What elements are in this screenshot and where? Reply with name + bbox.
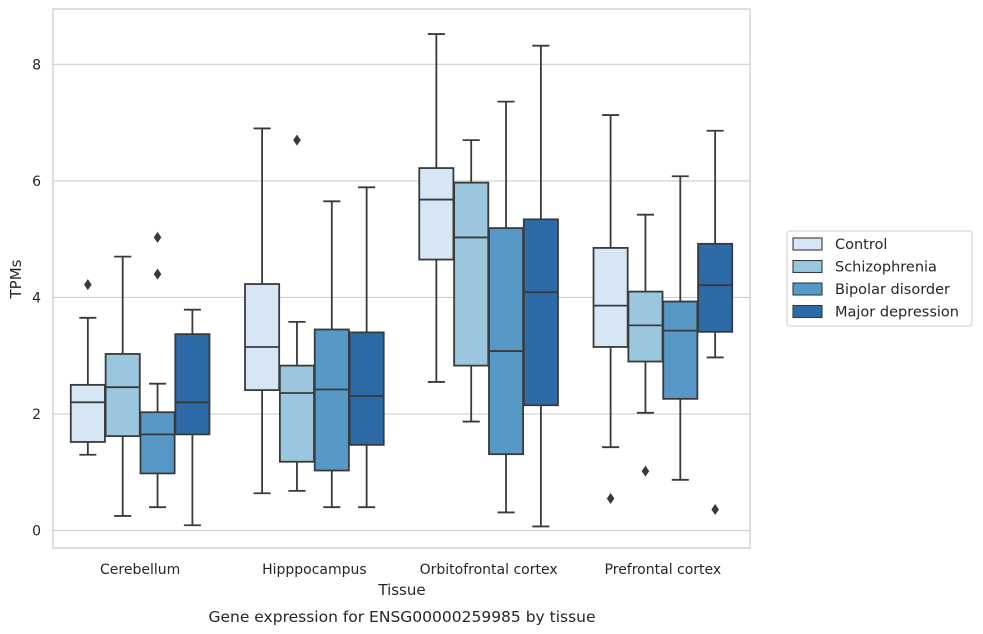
outlier-point [293, 134, 301, 146]
box-iqr [592, 247, 629, 348]
box-schizophrenia [453, 139, 490, 423]
y-tick-label: 2 [32, 407, 41, 423]
plot-frame [52, 8, 751, 549]
box-control [592, 114, 629, 504]
legend: Control Schizophrenia Bipolar disorder Majo… [786, 230, 973, 327]
box-iqr [453, 181, 490, 367]
box-iqr [662, 300, 699, 400]
box-iqr [313, 328, 350, 472]
box-schizophrenia [278, 134, 315, 492]
box-iqr [488, 227, 525, 456]
box-iqr [348, 331, 385, 446]
outlier-point [153, 231, 162, 243]
legend-label: Schizophrenia [835, 260, 937, 276]
outlier-point [711, 504, 719, 516]
box-schizophrenia [104, 255, 141, 517]
legend-swatch [792, 237, 823, 251]
y-tick-label: 6 [32, 174, 41, 190]
box-iqr [418, 167, 455, 261]
legend-frame [786, 230, 973, 327]
legend-item-control: Control [792, 237, 887, 253]
y-axis-ticks: 0 2 4 6 8 [32, 57, 41, 539]
legend-item-bipolar-disorder: Bipolar disorder [792, 282, 950, 298]
box-iqr [278, 364, 315, 463]
boxes [69, 33, 734, 528]
x-axis-ticks: Cerebellum Hipppocampus Orbitofrontal cort… [100, 562, 721, 578]
x-tick-label: Orbitofrontal cortex [420, 562, 558, 578]
box-bipolar-disorder [662, 175, 699, 481]
box-control [244, 127, 281, 495]
legend-item-major-depression: Major depression [792, 304, 959, 321]
box-schizophrenia [627, 213, 664, 477]
legend-item-schizophrenia: Schizophrenia [792, 259, 937, 276]
x-tick-label: Cerebellum [100, 562, 180, 578]
x-tick-label: Prefrontal cortex [605, 562, 722, 578]
y-tick-label: 8 [32, 57, 41, 73]
figure-caption: Gene expression for ENSG00000259985 by t… [208, 608, 595, 626]
legend-label: Bipolar disorder [835, 282, 950, 298]
x-axis-label: Tissue [377, 581, 425, 599]
box-major-depression [522, 44, 559, 528]
y-tick-label: 4 [32, 290, 41, 306]
box-iqr [522, 218, 559, 407]
y-tick-label: 0 [32, 524, 41, 540]
legend-label: Major depression [835, 305, 959, 321]
box-iqr [244, 283, 281, 391]
box-control [69, 279, 106, 456]
legend-swatch [792, 259, 823, 274]
outlier-point [641, 465, 650, 477]
box-bipolar-disorder [313, 200, 350, 509]
y-axis-label: TPMs [7, 259, 25, 299]
box-iqr [104, 353, 141, 438]
legend-swatch [792, 304, 823, 319]
legend-swatch [792, 282, 823, 296]
box-major-depression [174, 308, 211, 527]
box-iqr [69, 383, 106, 443]
box-major-depression [697, 129, 734, 516]
outlier-point [84, 279, 92, 291]
outlier-point [153, 268, 162, 280]
outlier-point [606, 492, 615, 504]
x-tick-label: Hipppocampus [262, 562, 367, 578]
box-iqr [174, 333, 211, 436]
box-bipolar-disorder [488, 100, 525, 514]
box-major-depression [348, 186, 385, 509]
legend-label: Control [835, 237, 887, 253]
box-iqr [139, 411, 176, 475]
box-iqr [697, 242, 734, 333]
box-iqr [627, 290, 664, 363]
box-bipolar-disorder [139, 231, 176, 509]
